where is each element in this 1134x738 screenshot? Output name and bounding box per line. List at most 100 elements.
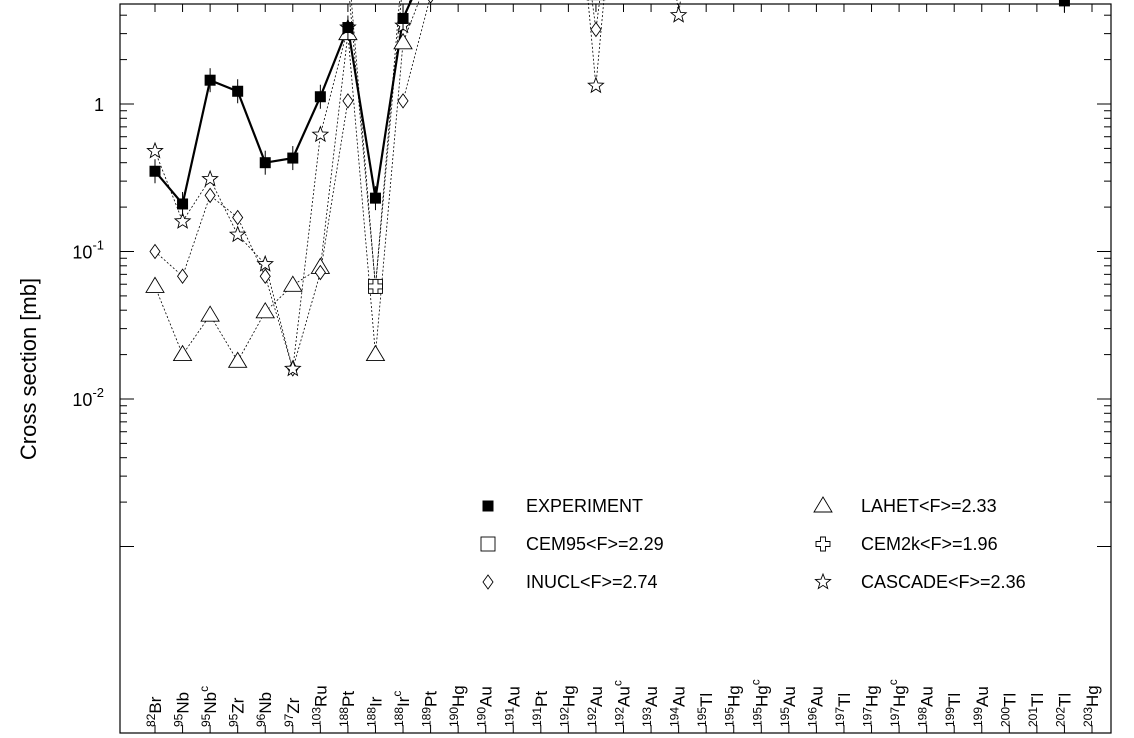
isotope-label: 95Nbc bbox=[197, 686, 220, 727]
isotope-label: 82Br bbox=[144, 696, 165, 727]
series-line-2 bbox=[350, 0, 401, 287]
data-point-0 bbox=[314, 91, 326, 103]
legend-marker-1 bbox=[813, 496, 833, 513]
series-markers bbox=[145, 0, 1070, 377]
data-point-5 bbox=[173, 212, 192, 229]
data-point-1 bbox=[393, 32, 413, 50]
data-point-5 bbox=[256, 254, 274, 272]
series-lines bbox=[154, 0, 1067, 371]
isotope-label: 199Tl bbox=[943, 693, 964, 727]
data-point-0 bbox=[1058, 0, 1070, 7]
isotope-label: 95Zr bbox=[227, 697, 248, 727]
series-line-4 bbox=[154, 100, 349, 371]
isotope-label: 199Au bbox=[971, 686, 992, 727]
data-point-4 bbox=[342, 93, 354, 109]
isotope-label: 197Hgc bbox=[886, 679, 909, 727]
data-point-4 bbox=[397, 93, 409, 109]
legend-label: EXPERIMENT bbox=[526, 496, 643, 516]
isotope-label: 193Au bbox=[640, 686, 661, 727]
legend-label: CASCADE<F>=2.36 bbox=[861, 572, 1026, 592]
data-point-1 bbox=[365, 344, 386, 362]
data-point-1 bbox=[255, 301, 276, 319]
legend-label: LAHET<F>=2.33 bbox=[861, 496, 997, 516]
data-point-5 bbox=[669, 5, 688, 23]
data-point-4 bbox=[314, 264, 326, 281]
isotope-label: 190Hg bbox=[447, 685, 468, 727]
series-line-1 bbox=[154, 0, 420, 363]
data-point-4 bbox=[204, 187, 216, 204]
data-point-0 bbox=[232, 85, 244, 97]
isotope-label: 197Tl bbox=[833, 693, 854, 727]
data-point-1 bbox=[282, 275, 303, 292]
isotope-label: 203Hg bbox=[1081, 685, 1102, 727]
isotope-label: 195Au bbox=[778, 686, 799, 727]
isotope-label: 188Ir bbox=[364, 696, 385, 727]
y-axis-label: Cross section [mb] bbox=[16, 278, 41, 460]
legend: EXPERIMENT LAHET<F>=2.33 CEM95<F>=2.29 CEM2… bbox=[480, 496, 1026, 592]
legend-marker-5 bbox=[814, 572, 832, 590]
data-point-0 bbox=[342, 22, 354, 34]
series-line-5 bbox=[402, 0, 681, 86]
isotope-label: 194Au bbox=[668, 686, 689, 727]
data-point-5 bbox=[311, 125, 330, 143]
isotope-label: 196Au bbox=[805, 686, 826, 727]
isotope-label: 195Hgc bbox=[748, 679, 771, 727]
legend-marker-3 bbox=[815, 536, 831, 552]
data-point-0 bbox=[397, 12, 409, 24]
data-point-5 bbox=[283, 359, 302, 377]
data-point-0 bbox=[204, 74, 216, 86]
isotope-label: 188Pt bbox=[337, 691, 358, 727]
legend-marker-4 bbox=[482, 574, 494, 590]
data-point-0 bbox=[149, 165, 161, 177]
isotope-label: 202Tl bbox=[1053, 693, 1074, 727]
isotope-label: 198Au bbox=[916, 686, 937, 727]
series-line-4 bbox=[402, 0, 601, 102]
legend-label: CEM95<F>=2.29 bbox=[526, 534, 664, 554]
data-point-1 bbox=[145, 276, 165, 293]
isotope-label: 188Irc bbox=[390, 691, 413, 727]
legend-label: CEM2k<F>=1.96 bbox=[861, 534, 998, 554]
legend-label: INUCL<F>=2.74 bbox=[526, 572, 658, 592]
isotope-label: 190Au bbox=[475, 686, 496, 727]
isotope-label: 191Au bbox=[502, 686, 523, 727]
data-point-4 bbox=[232, 209, 244, 226]
isotope-label: 192Auc bbox=[611, 680, 634, 727]
data-point-3 bbox=[368, 278, 383, 294]
isotope-label: 96Nb bbox=[254, 692, 275, 727]
data-point-4 bbox=[259, 268, 271, 284]
data-point-5 bbox=[587, 76, 605, 94]
isotope-label: 103Ru bbox=[309, 685, 330, 727]
data-point-0 bbox=[369, 192, 381, 204]
y-tick-label: 10-1 bbox=[72, 238, 104, 263]
data-point-4 bbox=[149, 243, 161, 260]
legend-marker-0 bbox=[482, 500, 494, 512]
isotope-label: 192Hg bbox=[557, 685, 578, 727]
isotope-label: 97Zr bbox=[282, 697, 303, 727]
data-point-1 bbox=[200, 305, 220, 322]
isotope-label: 95Nb bbox=[172, 692, 193, 727]
data-point-4 bbox=[427, 0, 434, 4]
isotope-label: 197Hg bbox=[861, 685, 882, 727]
data-point-5 bbox=[228, 225, 247, 243]
axes: 10-210-1110102 bbox=[72, 3, 1112, 734]
data-point-0 bbox=[287, 152, 299, 164]
data-point-4 bbox=[590, 21, 602, 38]
data-point-1 bbox=[227, 351, 248, 368]
series-line-5 bbox=[154, 27, 349, 370]
plot-frame bbox=[119, 3, 1112, 734]
isotope-label: 201Tl bbox=[1026, 693, 1047, 727]
y-tick-label: 1 bbox=[94, 95, 104, 115]
series-line-0 bbox=[154, 0, 1067, 207]
isotope-label: 192Au bbox=[585, 686, 606, 727]
data-point-0 bbox=[177, 198, 189, 210]
isotope-label: 191Pt bbox=[530, 691, 551, 727]
isotope-label: 189Pt bbox=[420, 691, 441, 727]
data-point-5 bbox=[146, 141, 164, 159]
data-point-1 bbox=[172, 344, 193, 362]
data-point-4 bbox=[177, 268, 189, 284]
data-point-5 bbox=[201, 169, 219, 187]
legend-marker-2 bbox=[480, 536, 496, 552]
isotope-label: 195Hg bbox=[723, 685, 744, 727]
